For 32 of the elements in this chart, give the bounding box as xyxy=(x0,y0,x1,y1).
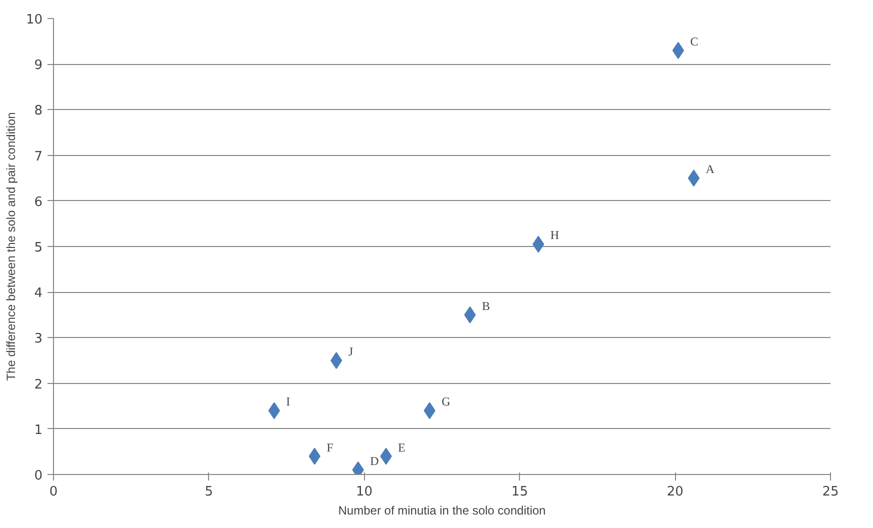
x-tick-label: 5 xyxy=(204,484,214,500)
y-tick-label: 3 xyxy=(34,332,43,347)
annotation: J xyxy=(348,344,354,358)
y-tick-label: 5 xyxy=(34,240,43,256)
y-tick-label: 7 xyxy=(34,149,43,164)
annotation: D xyxy=(370,454,380,468)
y-tick-label: 2 xyxy=(34,377,43,392)
y-tick-label: 8 xyxy=(34,104,43,119)
annotation: B xyxy=(482,298,490,313)
y-axis-title: The difference between the solo and pair condition xyxy=(4,112,18,381)
y-tick-label: 9 xyxy=(34,58,43,74)
x-tick-label: 20 xyxy=(666,484,684,500)
x-tick-label: 15 xyxy=(511,484,528,500)
annotation: F xyxy=(326,440,334,454)
annotation: I xyxy=(286,394,290,409)
x-tick-label: 25 xyxy=(822,484,839,500)
y-tick-label: 10 xyxy=(26,12,43,28)
y-tick-label: 1 xyxy=(34,422,43,438)
annotation: G xyxy=(442,394,451,409)
x-axis-title: Number of minutia in the solo condition xyxy=(338,504,546,518)
annotation: H xyxy=(550,228,560,242)
annotation: E xyxy=(398,440,406,454)
y-tick-label: 0 xyxy=(34,468,43,484)
point xyxy=(672,42,684,59)
x-tick-label: 10 xyxy=(356,484,373,500)
y-tick-label: 4 xyxy=(34,286,43,302)
point xyxy=(688,170,700,187)
y-tick-label: 6 xyxy=(34,194,43,210)
annotation: A xyxy=(706,162,715,176)
x-tick-label: 0 xyxy=(49,484,58,500)
annotation: C xyxy=(690,34,698,48)
point xyxy=(330,352,342,369)
